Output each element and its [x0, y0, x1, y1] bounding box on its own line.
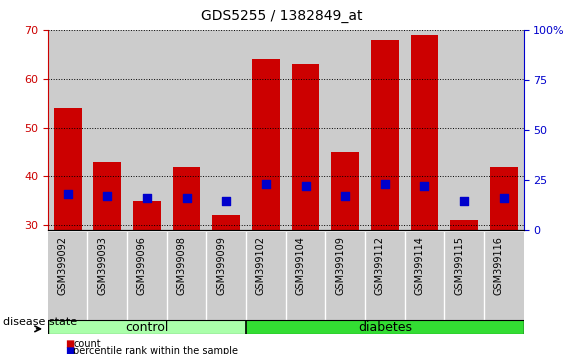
Bar [167, 232, 207, 320]
Bar [207, 30, 246, 230]
Point [420, 183, 429, 189]
Text: GSM399114: GSM399114 [414, 236, 425, 295]
Bar [87, 30, 127, 230]
Bar [484, 232, 524, 320]
Bar [292, 64, 319, 230]
Point [103, 193, 112, 199]
Bar [246, 232, 285, 320]
Point [182, 195, 191, 201]
Bar [285, 232, 325, 320]
Bar [207, 232, 246, 320]
Point [301, 183, 310, 189]
Bar [127, 232, 167, 320]
Bar [54, 108, 82, 230]
Text: ■: ■ [65, 346, 74, 354]
Text: GDS5255 / 1382849_at: GDS5255 / 1382849_at [201, 9, 362, 23]
Bar [484, 30, 524, 230]
Bar [252, 59, 280, 230]
Text: percentile rank within the sample: percentile rank within the sample [73, 346, 238, 354]
Text: GSM399109: GSM399109 [335, 236, 345, 295]
Text: GSM399096: GSM399096 [137, 236, 147, 295]
Point [222, 198, 231, 204]
Bar [365, 232, 405, 320]
Point [381, 181, 390, 187]
Bar [87, 232, 127, 320]
Bar [444, 232, 484, 320]
Bar [212, 216, 240, 230]
Bar [48, 320, 246, 334]
Text: GSM399098: GSM399098 [177, 236, 186, 295]
Text: GSM399116: GSM399116 [494, 236, 504, 295]
Bar [133, 201, 161, 230]
Point [63, 191, 72, 196]
Text: diabetes: diabetes [358, 321, 412, 333]
Text: GSM399093: GSM399093 [97, 236, 108, 295]
Bar [331, 152, 359, 230]
Text: GSM399092: GSM399092 [57, 236, 68, 295]
Text: GSM399099: GSM399099 [216, 236, 226, 295]
Bar [285, 30, 325, 230]
Bar [93, 162, 121, 230]
Bar [444, 30, 484, 230]
Bar [173, 167, 200, 230]
Point [459, 198, 468, 204]
Bar [371, 40, 399, 230]
Bar [450, 220, 478, 230]
Bar [48, 232, 87, 320]
Bar [365, 30, 405, 230]
Text: control: control [126, 321, 169, 333]
Text: GSM399102: GSM399102 [256, 236, 266, 295]
Bar [325, 232, 365, 320]
Text: GSM399115: GSM399115 [454, 236, 464, 295]
Text: count: count [73, 339, 101, 349]
Bar [246, 30, 285, 230]
Bar [325, 30, 365, 230]
Bar [405, 232, 444, 320]
Bar [405, 30, 444, 230]
Bar [167, 30, 207, 230]
Point [142, 195, 151, 201]
Point [499, 195, 508, 201]
Bar [246, 320, 524, 334]
Bar [410, 35, 439, 230]
Point [341, 193, 350, 199]
Text: GSM399104: GSM399104 [296, 236, 306, 295]
Bar [48, 30, 87, 230]
Point [261, 181, 270, 187]
Bar [490, 167, 517, 230]
Bar [127, 30, 167, 230]
Text: disease state: disease state [3, 317, 77, 327]
Text: ■: ■ [65, 339, 74, 349]
Text: GSM399112: GSM399112 [375, 236, 385, 295]
